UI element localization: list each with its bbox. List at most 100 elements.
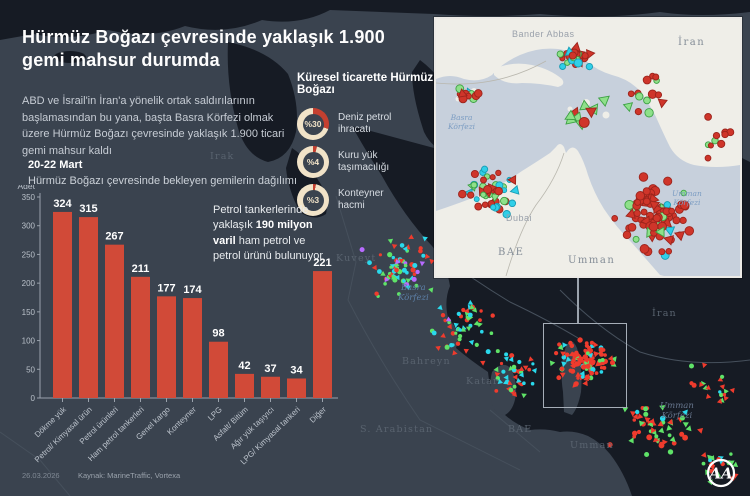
ship-marker	[577, 337, 583, 343]
ship-marker	[632, 430, 638, 436]
ship-marker	[663, 235, 675, 246]
chart-title: 20-22 Mart	[28, 159, 83, 171]
ship-marker	[720, 374, 725, 379]
ship-marker	[634, 198, 642, 206]
ship-marker	[458, 328, 462, 332]
ship-marker	[494, 372, 501, 378]
ship-marker	[667, 418, 674, 425]
ship-marker	[642, 75, 652, 85]
ship-marker	[463, 348, 469, 354]
ship-marker	[657, 98, 668, 109]
ship-marker	[639, 420, 645, 427]
ship-marker	[469, 304, 475, 310]
ship-marker	[627, 222, 637, 232]
ship-marker	[389, 265, 393, 269]
ship-marker	[559, 366, 565, 371]
bar-value-label: 315	[79, 203, 97, 215]
ship-marker	[415, 269, 420, 275]
ship-marker	[622, 406, 629, 413]
ship-marker	[679, 415, 685, 421]
y-tick-label: 250	[22, 250, 36, 259]
map-label-bander-abbas: Bander Abbas	[512, 29, 575, 39]
bar-value-label: 42	[238, 360, 250, 372]
ship-marker	[594, 351, 600, 358]
ship-marker	[508, 199, 517, 208]
ship-marker	[511, 391, 517, 397]
ship-marker	[565, 356, 572, 362]
ship-marker	[474, 202, 483, 211]
ship-marker	[473, 196, 480, 203]
stat-label: Kuru yük taşımacılığı	[338, 149, 390, 174]
map-label-s.-arabistan: S. Arabistan	[360, 424, 434, 435]
ship-marker	[494, 186, 503, 196]
ship-marker	[447, 320, 451, 325]
map-label-bae: BAE	[498, 247, 525, 258]
ship-marker	[503, 379, 509, 385]
ship-marker	[380, 270, 386, 276]
ship-marker	[579, 356, 584, 361]
ship-marker	[530, 381, 535, 386]
ship-marker	[644, 452, 650, 457]
ship-marker	[664, 226, 676, 237]
ship-marker	[644, 108, 654, 118]
ship-marker	[632, 413, 639, 420]
stat-value: %4	[306, 157, 320, 167]
ship-marker	[483, 185, 493, 194]
bar-value-label: 267	[105, 231, 123, 243]
y-axis-title: Adet	[18, 185, 36, 191]
map-label-i̇ran: İran	[678, 37, 706, 48]
ship-marker	[489, 174, 496, 181]
ship-marker	[402, 279, 406, 283]
ship-marker	[493, 366, 499, 373]
ship-marker	[580, 364, 587, 370]
ship-marker	[585, 363, 591, 369]
ship-marker	[652, 73, 660, 81]
ship-marker	[643, 406, 649, 412]
ship-marker	[549, 360, 556, 367]
ship-marker	[632, 235, 640, 243]
ship-marker	[431, 330, 437, 336]
ship-marker	[682, 434, 688, 441]
ship-marker	[705, 393, 712, 399]
ship-marker	[597, 358, 602, 363]
ship-marker	[421, 253, 426, 258]
ship-marker	[494, 389, 499, 393]
x-category-label: Diğer	[308, 405, 328, 425]
bar-9	[287, 378, 306, 398]
ship-marker	[685, 425, 692, 432]
ship-marker	[659, 415, 666, 422]
ship-marker	[418, 246, 423, 251]
map-border-lines	[0, 195, 750, 496]
ship-marker	[723, 395, 729, 402]
ship-marker	[649, 200, 661, 211]
ship-marker	[508, 387, 514, 393]
ship-marker	[667, 433, 672, 438]
map-label-umman-körfezi: Umman Körfezi	[660, 401, 694, 422]
ship-marker	[652, 214, 661, 223]
ship-marker	[719, 384, 725, 390]
ship-marker	[528, 356, 534, 362]
stat-row-container: %3 Konteyner hacmi	[297, 184, 457, 216]
ship-marker	[503, 374, 509, 381]
ship-marker	[654, 226, 665, 238]
ship-marker	[654, 91, 663, 99]
source-label: Kaynak: MarineTraffic, Vortexa	[78, 471, 181, 480]
ship-marker	[668, 207, 676, 215]
ship-marker	[633, 209, 641, 217]
ship-marker	[573, 381, 579, 387]
ship-marker	[393, 261, 400, 267]
ship-marker	[383, 282, 387, 286]
map-label-i̇ran: İran	[652, 308, 677, 319]
ship-marker	[658, 248, 666, 256]
ship-marker	[453, 322, 459, 329]
ship-marker	[587, 352, 593, 359]
ship-marker	[490, 313, 495, 318]
ship-marker	[585, 62, 594, 71]
ship-marker	[599, 352, 604, 357]
bar-value-label: 98	[212, 328, 224, 340]
y-tick-label: 50	[26, 365, 35, 374]
ship-marker	[732, 461, 739, 468]
ship-marker	[625, 208, 636, 219]
ship-marker	[359, 247, 365, 253]
ship-marker	[582, 380, 588, 387]
